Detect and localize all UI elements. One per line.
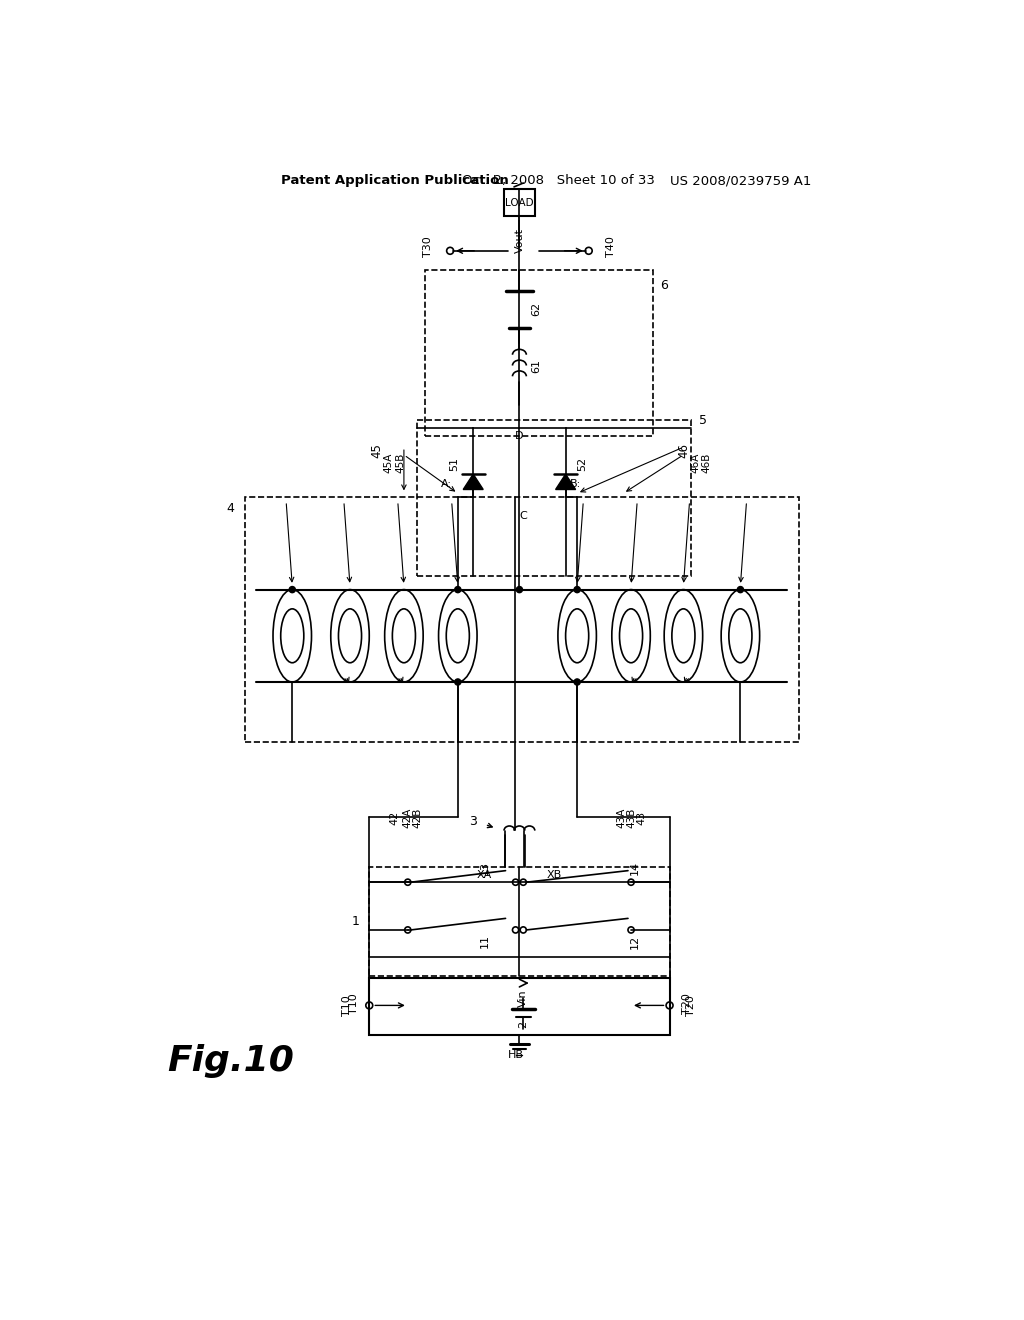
Ellipse shape [281, 609, 304, 663]
Text: 51: 51 [449, 457, 459, 471]
Text: 61: 61 [531, 359, 542, 372]
Circle shape [455, 586, 461, 593]
Text: 42A: 42A [402, 808, 413, 829]
Circle shape [289, 586, 295, 593]
Text: US 2008/0239759 A1: US 2008/0239759 A1 [670, 174, 811, 187]
Text: 13: 13 [480, 862, 489, 875]
Text: 46B: 46B [701, 453, 712, 473]
Ellipse shape [392, 609, 416, 663]
Text: HB: HB [508, 1051, 524, 1060]
Text: T10: T10 [349, 994, 358, 1014]
Text: 42: 42 [390, 812, 399, 825]
Text: 14: 14 [630, 861, 640, 875]
Text: Fig.10: Fig.10 [167, 1044, 294, 1078]
Ellipse shape [729, 609, 752, 663]
Text: T20: T20 [686, 995, 696, 1016]
Text: Oct. 2, 2008   Sheet 10 of 33: Oct. 2, 2008 Sheet 10 of 33 [462, 174, 654, 187]
Bar [370, 867, 670, 977]
Circle shape [574, 586, 581, 593]
Text: XA: XA [477, 870, 493, 879]
Ellipse shape [565, 609, 589, 663]
Text: 43A: 43A [616, 808, 626, 829]
Bar [245, 498, 799, 742]
Text: 2: 2 [518, 1022, 528, 1028]
Ellipse shape [446, 609, 469, 663]
Bar [417, 420, 691, 576]
Text: 62: 62 [531, 302, 542, 317]
Text: 6: 6 [660, 279, 668, 292]
Text: 52: 52 [578, 457, 588, 471]
Text: 43B: 43B [626, 808, 636, 829]
Bar [425, 271, 652, 436]
Text: LOAD: LOAD [505, 198, 534, 207]
Text: 5: 5 [698, 413, 707, 426]
Text: T40: T40 [605, 236, 615, 257]
Text: 46: 46 [677, 444, 690, 458]
Text: Vin: Vin [518, 989, 528, 1007]
Text: 43: 43 [636, 812, 646, 825]
Text: Patent Application Publication: Patent Application Publication [281, 174, 509, 187]
Text: 12: 12 [630, 935, 640, 949]
Polygon shape [463, 474, 483, 490]
Text: A:: A: [440, 479, 452, 490]
Circle shape [737, 586, 743, 593]
Text: T20: T20 [682, 994, 691, 1014]
Circle shape [455, 678, 461, 685]
Ellipse shape [620, 609, 643, 663]
Text: 4: 4 [226, 502, 234, 515]
Text: Vout: Vout [514, 228, 524, 253]
Bar [370, 978, 670, 1035]
Text: T30: T30 [423, 236, 433, 257]
Ellipse shape [339, 609, 361, 663]
Text: C: C [519, 511, 527, 521]
Text: 1: 1 [351, 915, 359, 928]
Circle shape [574, 678, 581, 685]
Text: XB: XB [547, 870, 562, 879]
Text: 11: 11 [480, 935, 489, 949]
Text: T10: T10 [342, 995, 352, 1016]
Text: 45: 45 [371, 444, 383, 458]
Text: 42B: 42B [413, 808, 423, 829]
Polygon shape [556, 474, 575, 490]
Ellipse shape [672, 609, 695, 663]
Text: B:: B: [569, 479, 581, 490]
Text: 45A: 45A [384, 453, 393, 473]
Text: 3: 3 [469, 814, 477, 828]
Text: 45B: 45B [395, 453, 406, 473]
Text: D: D [515, 430, 523, 441]
Bar [504, 189, 535, 216]
Text: 46A: 46A [690, 453, 700, 473]
Text: L: L [494, 176, 500, 185]
Circle shape [516, 586, 522, 593]
